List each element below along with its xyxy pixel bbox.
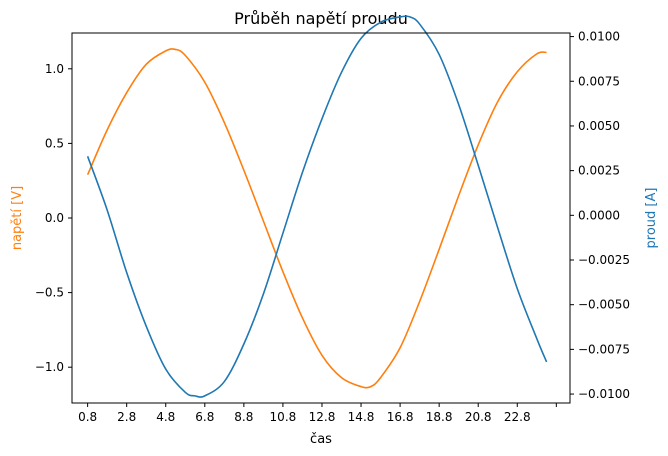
x-tick-label: 18.8 <box>426 410 453 424</box>
x-tick-label: 2.8 <box>117 410 136 424</box>
x-tick-label: 20.8 <box>465 410 492 424</box>
y-right-tick-label: 0.0050 <box>578 119 620 133</box>
x-axis-label: čas <box>310 432 332 447</box>
y-left-tick-label: −1.0 <box>35 360 64 374</box>
x-tick-label: 8.8 <box>234 410 253 424</box>
y-axis-right: 0.0100 0.0075 0.0050 0.0025 0.0000 −0.0025 −0.… <box>570 30 630 401</box>
y-axis-left: 1.0 0.5 0.0 −0.5 −1.0 <box>35 62 72 374</box>
y-right-tick-label: −0.0075 <box>578 342 630 356</box>
x-tick-label: 10.8 <box>270 410 297 424</box>
voltage-series-line <box>86 48 547 389</box>
y-left-tick-label: −0.5 <box>35 286 64 300</box>
y-right-tick-label: −0.0050 <box>578 298 630 312</box>
x-tick-label: 22.8 <box>504 410 531 424</box>
y-right-tick-label: 0.0075 <box>578 74 620 88</box>
y-left-tick-label: 0.0 <box>45 211 64 225</box>
x-tick-label: 6.8 <box>195 410 214 424</box>
x-tick-label: 0.8 <box>78 410 97 424</box>
x-tick-label: 16.8 <box>387 410 414 424</box>
x-tick-label: 12.8 <box>309 410 336 424</box>
y-axis-right-label: proud [A] <box>644 188 659 249</box>
x-axis: 0.8 2.8 4.8 6.8 8.8 10.8 12.8 14.8 16.8 18.8 20.8 2… <box>78 403 557 424</box>
y-right-tick-label: −0.0100 <box>578 387 630 401</box>
y-left-tick-label: 1.0 <box>45 62 64 76</box>
y-left-tick-label: 0.5 <box>45 136 64 150</box>
x-tick-label: 4.8 <box>156 410 175 424</box>
x-tick-label: 14.8 <box>348 410 375 424</box>
chart-title: Průběh napětí proudu <box>234 9 408 28</box>
y-right-tick-label: 0.0000 <box>578 208 620 222</box>
current-series-line <box>86 15 548 398</box>
y-axis-left-label: napětí [V] <box>10 186 25 250</box>
y-right-tick-label: −0.0025 <box>578 253 630 267</box>
y-right-tick-label: 0.0025 <box>578 164 620 178</box>
y-right-tick-label: 0.0100 <box>578 30 620 44</box>
plot-area <box>71 15 571 404</box>
series-layer <box>86 15 548 398</box>
